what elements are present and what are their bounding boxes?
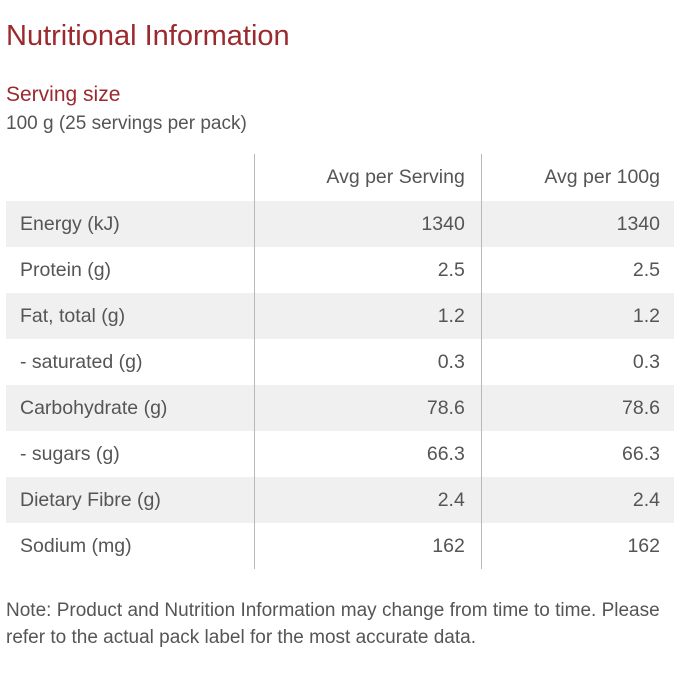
per-serving-value: 162 [254, 523, 482, 569]
per-serving-value: 2.5 [254, 247, 482, 293]
table-body: Energy (kJ) 1340 1340 Protein (g) 2.5 2.… [6, 201, 674, 569]
disclaimer-note: Note: Product and Nutrition Information … [6, 600, 660, 648]
table-row: Dietary Fibre (g) 2.4 2.4 [6, 477, 674, 523]
per-100g-value: 1340 [480, 201, 674, 247]
nutrient-label: - saturated (g) [6, 339, 255, 385]
per-100g-value: 0.3 [480, 339, 674, 385]
per-serving-value: 2.4 [254, 477, 482, 523]
table-header: Avg per Serving Avg per 100g [6, 154, 674, 201]
nutrient-label: Protein (g) [6, 247, 255, 293]
header-avg-per-100g: Avg per 100g [480, 154, 674, 201]
per-100g-value: 78.6 [480, 385, 674, 431]
table-row: - saturated (g) 0.3 0.3 [6, 339, 674, 385]
header-avg-per-serving: Avg per Serving [254, 154, 482, 201]
per-100g-value: 66.3 [480, 431, 674, 477]
nutrient-label: Sodium (mg) [6, 523, 255, 569]
serving-size-value: 100 g (25 servings per pack) [6, 113, 247, 134]
page-title: Nutritional Information [6, 20, 290, 52]
nutrient-label: Dietary Fibre (g) [6, 477, 255, 523]
table-row: Sodium (mg) 162 162 [6, 523, 674, 569]
per-serving-value: 1340 [254, 201, 482, 247]
per-serving-value: 1.2 [254, 293, 482, 339]
serving-size-heading: Serving size [6, 83, 121, 106]
nutrient-label: Carbohydrate (g) [6, 385, 255, 431]
nutrient-label: - sugars (g) [6, 431, 255, 477]
header-nutrient [6, 154, 255, 201]
per-100g-value: 1.2 [480, 293, 674, 339]
nutrition-table: Avg per Serving Avg per 100g Energy (kJ)… [6, 154, 674, 569]
per-serving-value: 0.3 [254, 339, 482, 385]
per-100g-value: 162 [480, 523, 674, 569]
table-row: - sugars (g) 66.3 66.3 [6, 431, 674, 477]
table-row: Fat, total (g) 1.2 1.2 [6, 293, 674, 339]
nutrient-label: Fat, total (g) [6, 293, 255, 339]
table-row: Carbohydrate (g) 78.6 78.6 [6, 385, 674, 431]
per-serving-value: 78.6 [254, 385, 482, 431]
per-100g-value: 2.4 [480, 477, 674, 523]
table-row: Protein (g) 2.5 2.5 [6, 247, 674, 293]
nutrient-label: Energy (kJ) [6, 201, 255, 247]
table-row: Energy (kJ) 1340 1340 [6, 201, 674, 247]
per-100g-value: 2.5 [480, 247, 674, 293]
per-serving-value: 66.3 [254, 431, 482, 477]
table-header-row: Avg per Serving Avg per 100g [6, 154, 674, 201]
